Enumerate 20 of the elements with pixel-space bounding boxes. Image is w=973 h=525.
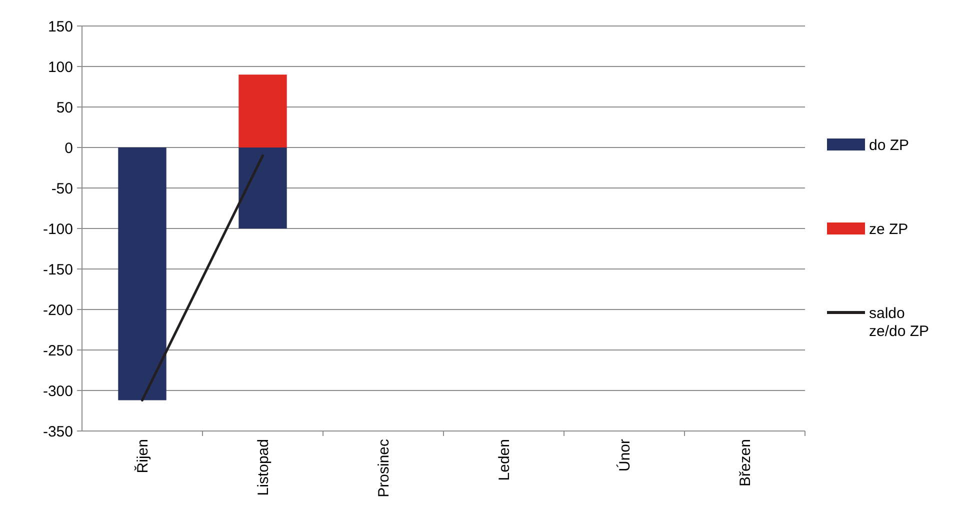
x-tick-label: Březen	[737, 439, 754, 487]
y-tick-label: -300	[42, 382, 73, 400]
y-tick-label: 150	[48, 18, 73, 36]
legend-label: saldo ze/do ZP	[869, 304, 930, 340]
y-tick-label: -200	[42, 302, 73, 319]
x-tick-label: Řijen	[134, 439, 152, 474]
y-tick-label: 50	[56, 99, 73, 116]
x-tick-label: Únor	[616, 439, 634, 472]
y-tick-label: 100	[48, 58, 73, 76]
legend-label: do ZP	[869, 136, 910, 154]
y-tick-label: -350	[42, 423, 73, 440]
x-tick-label: Prosinec	[376, 438, 392, 498]
x-tick-label: Listopad	[255, 439, 272, 496]
x-tick-label: Leden	[496, 439, 513, 481]
y-tick-label: -50	[51, 180, 73, 198]
y-tick-label: -250	[42, 342, 73, 360]
y-tick-label: -150	[42, 261, 73, 278]
legend-label: ze ZP	[869, 220, 908, 238]
y-tick-label: -100	[42, 220, 73, 238]
y-tick-label: 0	[64, 140, 73, 157]
